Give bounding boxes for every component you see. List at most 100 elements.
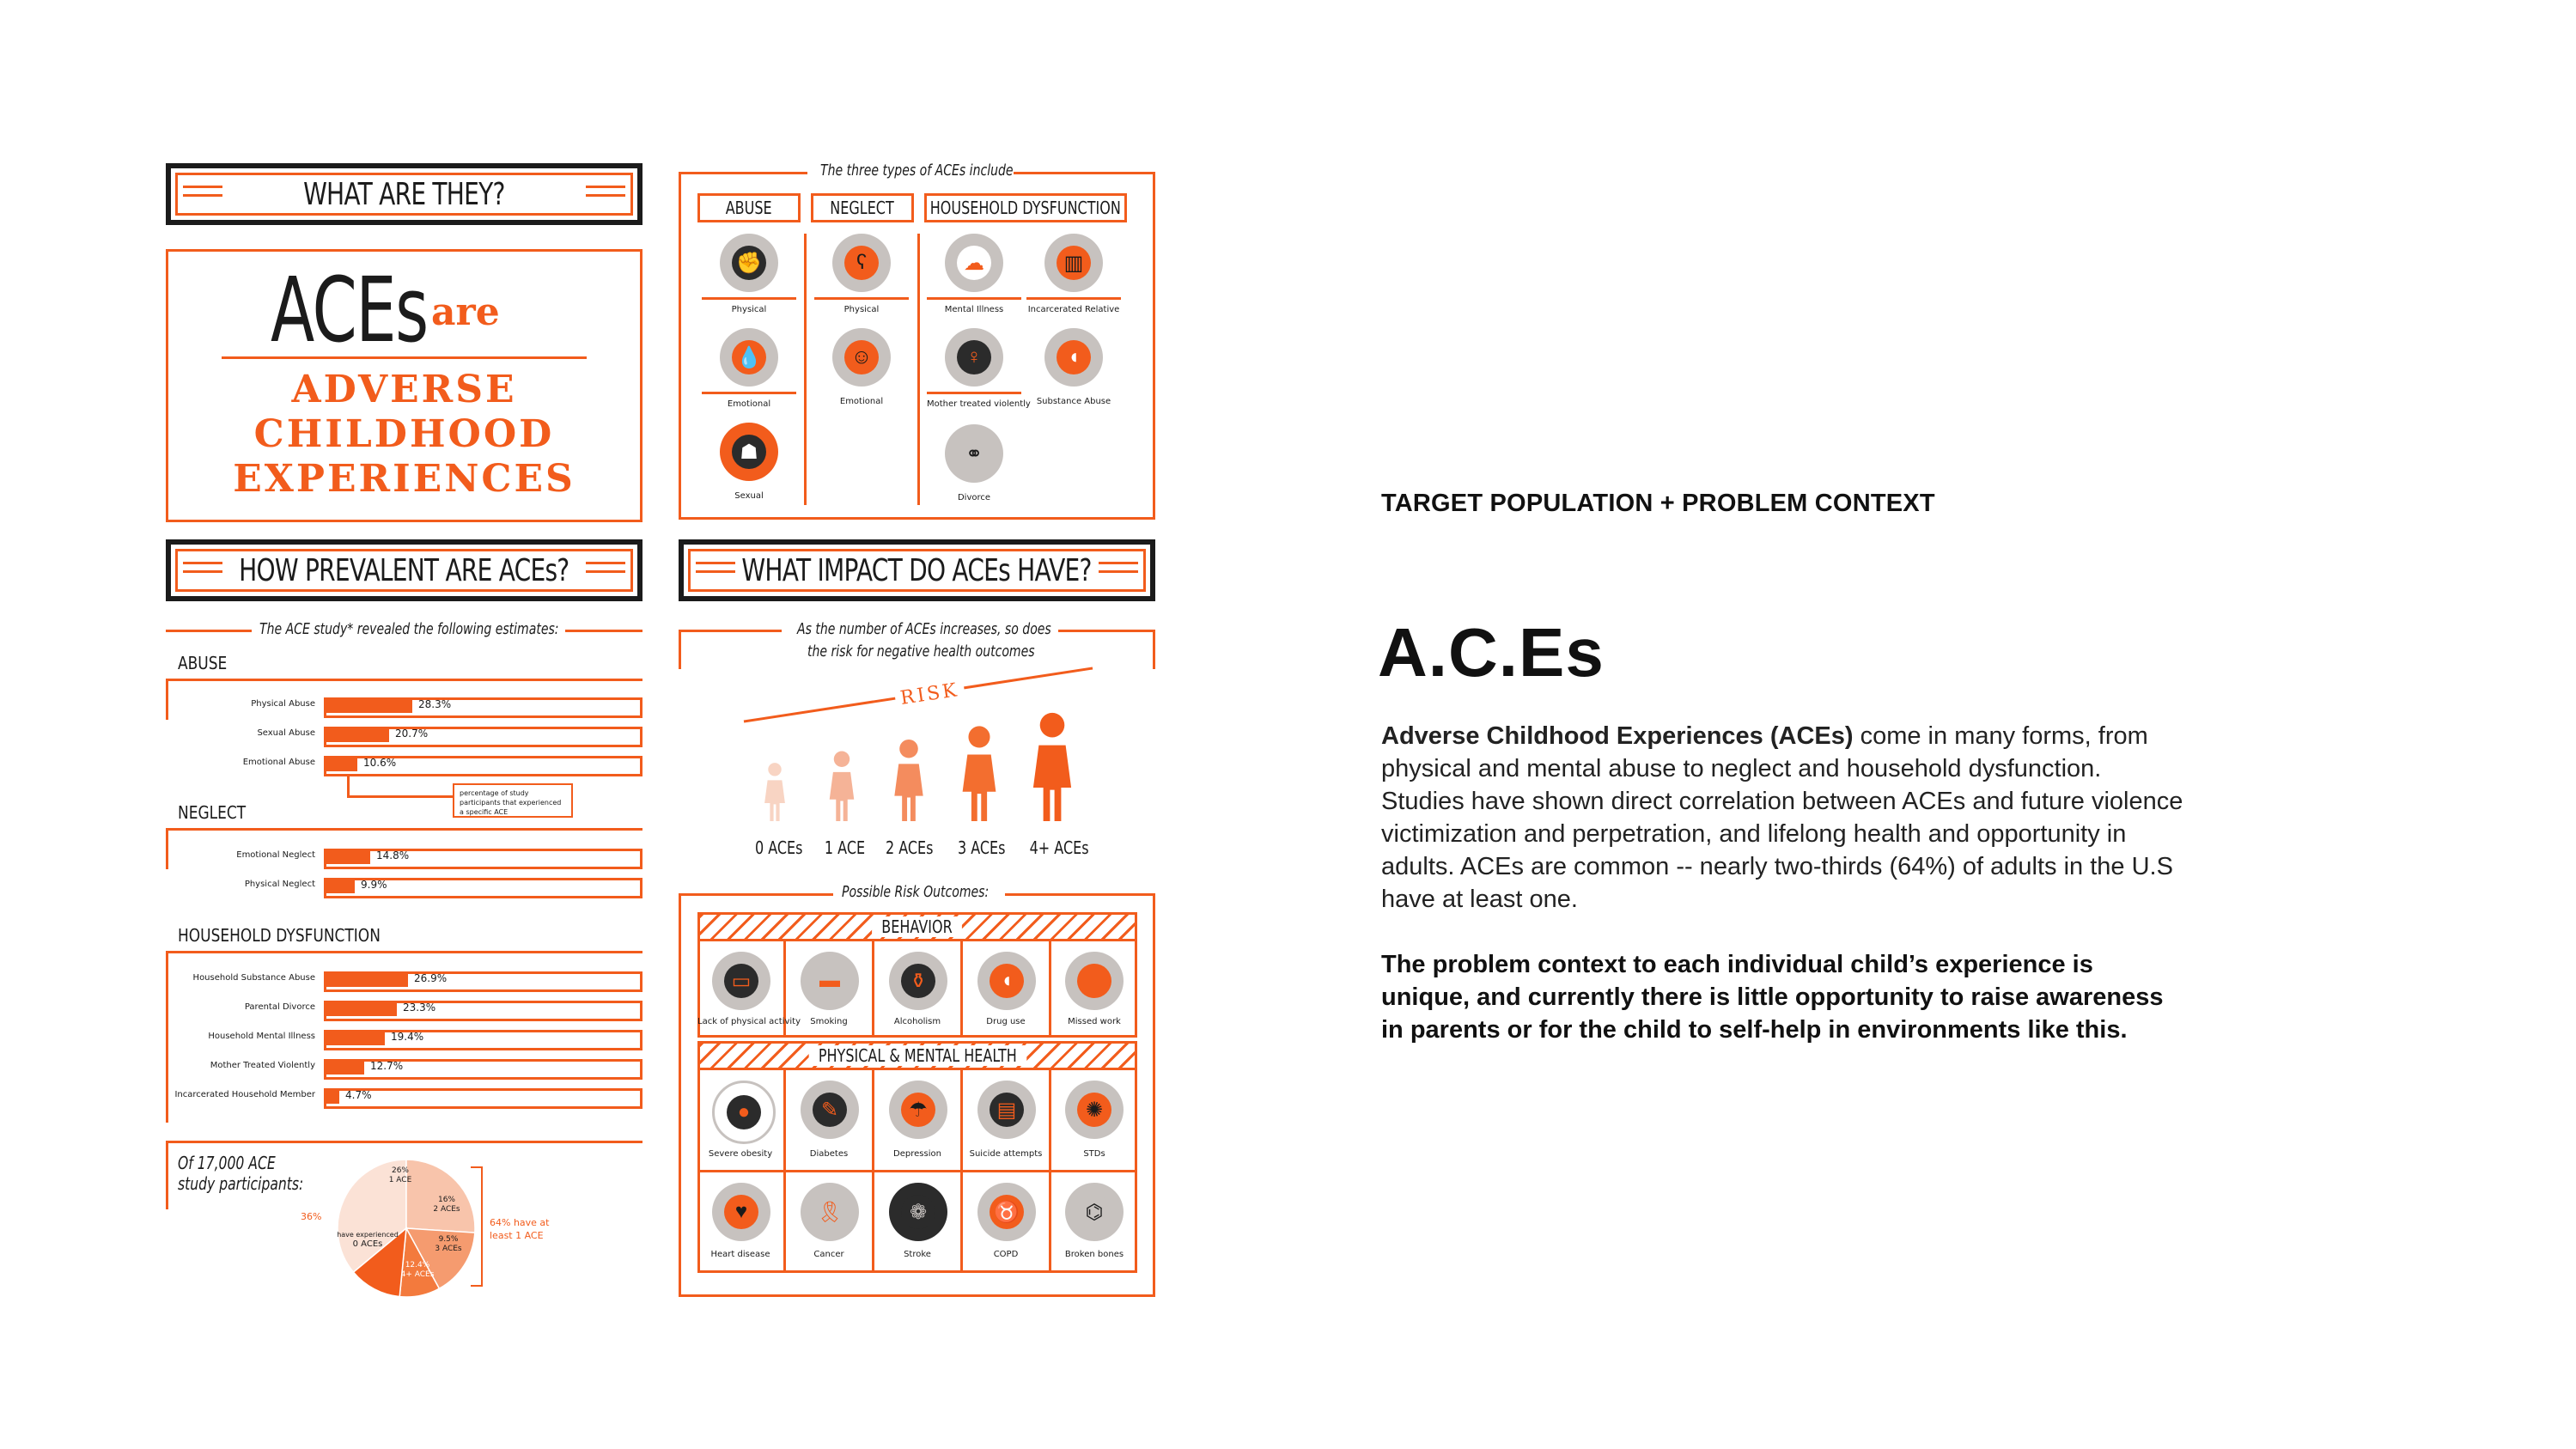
fist-icon: ✊ [720,234,778,292]
abuse-emotional-caption: Emotional [702,392,796,409]
obesity-icon: ● [712,1081,776,1144]
figure-label-1: 1 ACE [824,837,866,858]
pill-icon: ◖ [977,952,1036,1010]
adverse-word: ADVERSE [291,368,517,411]
head-icon: ☁ [945,234,1003,292]
tv-couch-icon: ▭ [712,952,770,1010]
banner-text: HOW PREVALENT ARE ACEs? [239,552,569,588]
participants-bracket [166,1141,168,1209]
abuse-rule [166,679,642,681]
bars-icon: ▥ [1044,234,1103,292]
figure-3-aces [957,723,1002,821]
health-cell-8: ❁ Stroke [874,1172,963,1270]
types-top-right [1014,172,1155,174]
paragraph-2: The problem context to each individual c… [1381,951,2164,1044]
tab-household: HOUSEHOLD DYSFUNCTION [924,193,1127,222]
pie-16-label: 16% 2 ACEs [433,1196,460,1214]
types-caption: The three types of ACEs include [820,161,1014,180]
impact-rule-right [1058,630,1155,632]
pie-12-label: 12.4% 4+ ACEs [400,1261,435,1279]
tab-neglect: NEGLECT [811,193,914,222]
figure-1-ace [825,749,859,821]
mother-child-icon: ♀ [945,328,1003,387]
pie-9-label: 9.5% 3 ACEs [435,1235,462,1253]
behavior-cell-4: ◖ Drug use [963,941,1051,1036]
aces-definition-panel [166,249,642,522]
caption-rule-left [166,630,252,632]
participants-line-1: Of 17,000 ACE [178,1153,276,1173]
neglect-heading: NEGLECT [178,802,247,823]
heart-icon: ♥ [712,1183,770,1241]
pie-bracket [471,1166,483,1287]
caption-rule-right [565,630,642,632]
health-row-divider [697,1170,1137,1172]
brain-icon: ❁ [889,1183,947,1241]
raincloud-icon: ☂ [889,1081,947,1139]
household-substance-caption: Substance Abuse [1036,397,1111,406]
figure-icon: ☗ [720,423,778,481]
abuse-heading: ABUSE [178,653,228,673]
callout-box: percentage of study participants that ex… [453,783,573,818]
prevalence-caption: The ACE study* revealed the following es… [259,620,559,638]
figure-label-2: 2 ACEs [885,837,934,858]
figure-4-aces [1027,709,1077,821]
pie-26-label: 26% 1 ACE [388,1166,412,1184]
household-rule [166,951,642,953]
eyebrow-heading: TARGET POPULATION + PROBLEM CONTEXT [1381,490,1935,517]
outcomes-panel [679,893,1155,1297]
aces-pie-chart [337,1159,476,1298]
pie-slice-2 [405,1227,476,1290]
figure-label-3: 3 ACEs [957,837,1006,858]
rings-icon: ⚭ [945,424,1003,483]
experiences-word: EXPERIENCES [233,457,575,501]
types-panel [679,172,1155,520]
bone-icon: ⌬ [1065,1183,1124,1241]
abuse-physical-caption: Physical [702,297,796,314]
pie-slice-1 [405,1159,476,1233]
child-icon: ☺ [832,328,891,387]
pie-note: 64% have at least 1 ACE [490,1216,550,1242]
household-divorce-caption: Divorce [957,493,991,502]
paragraph-1-bold: Adverse Childhood Experiences (ACEs) [1381,722,1854,750]
teddy-bear-icon: ʕ [832,234,891,292]
how-prevalent-banner: HOW PREVALENT ARE ACEs? [166,539,642,601]
pie-note-2: least 1 ACE [490,1230,544,1241]
impact-caption-1: As the number of ACEs increases, so does [797,620,1051,638]
pie-zero-note: have experienced 0 ACEs [335,1230,400,1249]
pie-slice-4 [352,1227,407,1298]
bottle-icon: ⚱ [889,952,947,1010]
household-heading: HOUSEHOLD DYSFUNCTION [178,925,381,946]
health-cell-2: ✎ Diabetes [786,1070,874,1170]
lungs-icon: ♉ [977,1183,1036,1241]
behavior-cell-2: ▬ Smoking [786,941,874,1036]
abuse-sexual-caption: Sexual [734,491,764,501]
health-cell-9: ♉ COPD [963,1172,1051,1270]
are-word: are [431,290,500,334]
pie-slice-0 [337,1159,407,1274]
figure-0-aces [760,761,789,821]
pie-note-1: 64% have at [490,1217,550,1228]
household-mother-caption: Mother treated violently [927,392,1031,409]
pie-36-label: 36% [301,1211,322,1222]
banner-text: WHAT IMPACT DO ACEs HAVE? [741,552,1093,588]
impact-bracket-left [679,630,681,669]
banner-text: WHAT ARE THEY? [303,176,505,212]
participants-rule [166,1141,642,1143]
office-chair-icon: ⑁ [1065,952,1124,1010]
neglect-emotional-caption: Emotional [839,397,884,406]
paragraph-1-rest: come in many forms, from physical and me… [1381,722,2183,913]
types-divider-2 [917,234,920,505]
cigarette-icon: ▬ [801,952,859,1010]
health-cell-7: 🎗 Cancer [786,1172,874,1270]
callout-connector [347,775,350,797]
childhood-word: CHILDHOOD [253,412,555,456]
household-bracket [166,951,168,1123]
pie-zero-line1: have experienced [337,1231,399,1239]
ribbon-icon: 🎗 [801,1183,859,1241]
outcomes-rule-right [1005,893,1155,896]
outcomes-caption: Possible Risk Outcomes: [842,883,990,901]
outcomes-rule-left [679,893,833,896]
impact-bracket-right [1153,630,1155,669]
neglect-physical-caption: Physical [814,297,909,314]
health-cell-5: ✺ STDs [1051,1070,1137,1170]
